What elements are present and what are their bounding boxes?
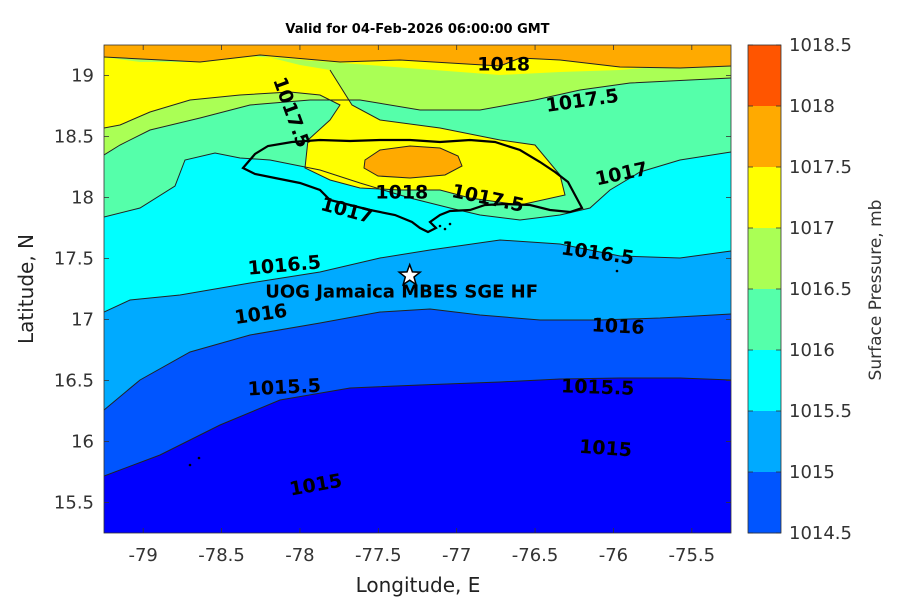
colorbar-swatch bbox=[748, 411, 781, 473]
y-tick-label: 15.5 bbox=[54, 493, 94, 514]
y-tick-label: 18 bbox=[71, 188, 94, 209]
contour-label: 1016 bbox=[591, 314, 645, 339]
y-axis-label: Latitude, N bbox=[14, 234, 38, 344]
jamaica-coastline bbox=[241, 138, 584, 234]
y-tick-label: 17.5 bbox=[54, 249, 94, 270]
x-tick-label: -76.5 bbox=[512, 545, 559, 566]
y-tick-label: 16.5 bbox=[54, 371, 94, 392]
contour-lines bbox=[104, 54, 731, 477]
x-axis-label: Longitude, E bbox=[356, 573, 481, 597]
contour-label: 1015.5 bbox=[247, 375, 321, 401]
colorbar-tick-label: 1016 bbox=[789, 340, 835, 361]
y-axis-ticks: 19 18.5 18 17.5 17 16.5 16 15.5 bbox=[54, 66, 731, 514]
colorbar: 1018.5 1018 1017.5 1017 1016.5 1016 1015.5 1015… bbox=[747, 35, 852, 544]
contour-label: 1015 bbox=[578, 436, 632, 462]
x-tick-label: -75.5 bbox=[669, 545, 716, 566]
band-1018-inner bbox=[364, 146, 462, 178]
colorbar-swatch bbox=[748, 167, 781, 229]
colorbar-tick-label: 1016.5 bbox=[789, 279, 852, 300]
colorbar-tick-label: 1015 bbox=[789, 462, 835, 483]
y-tick-label: 19 bbox=[71, 66, 94, 87]
colorbar-tick-label: 1018 bbox=[789, 96, 835, 117]
x-tick-label: -77.5 bbox=[355, 545, 402, 566]
colorbar-tick-label: 1017 bbox=[789, 218, 835, 239]
plot-frame bbox=[103, 44, 732, 534]
colorbar-swatch bbox=[748, 228, 781, 290]
colorbar-swatch bbox=[748, 472, 781, 534]
x-tick-label: -77 bbox=[442, 545, 471, 566]
colorbar-swatch bbox=[748, 350, 781, 412]
colorbar-tick-label: 1018.5 bbox=[789, 35, 852, 56]
colorbar-tick-label: 1014.5 bbox=[789, 523, 852, 544]
colorbar-tick-label: 1015.5 bbox=[789, 401, 852, 422]
colorbar-swatch bbox=[748, 45, 781, 107]
x-tick-label: -78 bbox=[285, 545, 314, 566]
y-tick-label: 18.5 bbox=[54, 127, 94, 148]
x-axis-ticks: -79 -78.5 -78 -77.5 -77 -76.5 -76 -75.5 bbox=[128, 45, 715, 566]
contour-fills bbox=[104, 45, 731, 533]
colorbar-label: Surface Pressure, mb bbox=[866, 200, 886, 381]
band-1018.5 bbox=[104, 45, 731, 68]
colorbar-swatch bbox=[748, 289, 781, 351]
station-star-icon bbox=[397, 262, 423, 287]
map-title: Valid for 04-Feb-2026 06:00:00 GMT bbox=[285, 22, 550, 37]
contour-label: 1015.5 bbox=[561, 375, 635, 400]
station-marker: UOG Jamaica MBES SGE HF bbox=[265, 262, 538, 303]
x-tick-label: -76 bbox=[599, 545, 628, 566]
contour-label: 1018 bbox=[477, 53, 530, 75]
y-tick-label: 17 bbox=[71, 310, 94, 331]
colorbar-swatch bbox=[748, 106, 781, 168]
contour-label: 1018 bbox=[375, 181, 428, 203]
x-tick-label: -78.5 bbox=[198, 545, 245, 566]
colorbar-tick-label: 1017.5 bbox=[789, 157, 852, 178]
station-label: UOG Jamaica MBES SGE HF bbox=[265, 282, 538, 303]
y-tick-label: 16 bbox=[71, 432, 94, 453]
x-tick-label: -79 bbox=[128, 545, 157, 566]
cays bbox=[188, 222, 619, 467]
